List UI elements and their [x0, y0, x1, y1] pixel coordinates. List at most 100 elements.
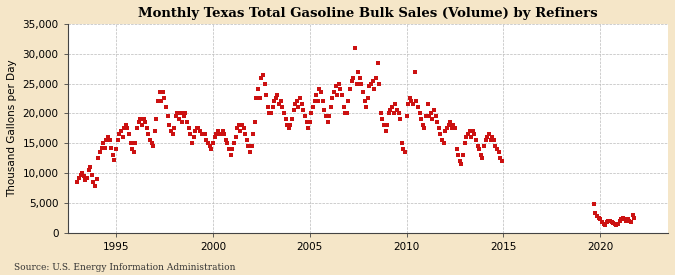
- Point: [467, 129, 478, 133]
- Point: [466, 135, 477, 139]
- Point: [196, 132, 207, 136]
- Point: [77, 171, 88, 175]
- Point: [627, 213, 638, 217]
- Point: [491, 147, 502, 151]
- Point: [72, 180, 83, 184]
- Point: [461, 135, 472, 139]
- Point: [340, 111, 350, 116]
- Point: [259, 81, 270, 86]
- Point: [477, 156, 488, 160]
- Point: [621, 218, 632, 223]
- Point: [490, 144, 501, 148]
- Point: [314, 87, 325, 92]
- Point: [75, 173, 86, 177]
- Point: [236, 123, 247, 127]
- Point: [148, 144, 159, 148]
- Point: [342, 111, 352, 116]
- Point: [456, 162, 467, 166]
- Point: [628, 215, 639, 220]
- Point: [190, 129, 200, 133]
- Point: [221, 138, 232, 142]
- Point: [217, 129, 228, 133]
- Point: [375, 111, 386, 116]
- Point: [400, 150, 410, 154]
- Point: [141, 126, 152, 130]
- Point: [136, 123, 147, 127]
- Point: [114, 132, 125, 136]
- Point: [309, 99, 320, 104]
- Point: [595, 217, 605, 222]
- Point: [301, 120, 312, 125]
- Point: [155, 90, 165, 95]
- Point: [388, 111, 399, 116]
- Point: [472, 144, 483, 148]
- Point: [303, 126, 314, 130]
- Point: [192, 126, 202, 130]
- Point: [202, 141, 213, 145]
- Point: [180, 111, 191, 116]
- Point: [430, 114, 441, 119]
- Point: [485, 138, 496, 142]
- Point: [90, 184, 101, 188]
- Point: [133, 120, 144, 125]
- Point: [377, 117, 387, 122]
- Point: [440, 129, 451, 133]
- Point: [597, 220, 608, 224]
- Point: [104, 137, 115, 142]
- Point: [106, 146, 117, 150]
- Point: [319, 108, 329, 112]
- Point: [269, 99, 279, 104]
- Point: [603, 218, 614, 223]
- Point: [296, 102, 307, 107]
- Point: [173, 117, 184, 122]
- Point: [599, 223, 610, 228]
- Point: [611, 223, 622, 228]
- Point: [250, 120, 261, 125]
- Point: [240, 132, 250, 136]
- Point: [433, 126, 444, 130]
- Point: [454, 159, 465, 163]
- Point: [88, 180, 99, 184]
- Point: [591, 214, 602, 218]
- Point: [285, 123, 296, 127]
- Point: [258, 72, 269, 77]
- Point: [188, 135, 199, 139]
- Point: [242, 138, 252, 142]
- Point: [495, 156, 506, 160]
- Point: [206, 147, 217, 151]
- Point: [96, 146, 107, 150]
- Point: [83, 168, 94, 172]
- Point: [248, 132, 259, 136]
- Point: [184, 126, 194, 130]
- Point: [261, 93, 271, 98]
- Y-axis label: Thousand Gallons per Day: Thousand Gallons per Day: [7, 59, 17, 197]
- Point: [199, 132, 210, 136]
- Point: [438, 141, 449, 145]
- Point: [443, 123, 454, 127]
- Point: [306, 111, 317, 116]
- Point: [371, 75, 381, 80]
- Point: [287, 117, 298, 122]
- Point: [387, 105, 398, 109]
- Point: [369, 87, 380, 92]
- Point: [422, 102, 433, 107]
- Point: [606, 220, 617, 224]
- Point: [82, 175, 92, 180]
- Point: [164, 123, 175, 127]
- Point: [117, 135, 128, 139]
- Point: [345, 87, 356, 92]
- Point: [362, 96, 373, 101]
- Point: [186, 141, 197, 145]
- Point: [169, 126, 180, 130]
- Point: [608, 221, 618, 225]
- Point: [445, 120, 456, 125]
- Point: [350, 46, 360, 50]
- Point: [304, 120, 315, 125]
- Point: [493, 150, 504, 154]
- Point: [122, 126, 133, 130]
- Point: [288, 108, 299, 112]
- Point: [487, 135, 497, 139]
- Point: [194, 129, 205, 133]
- Point: [618, 215, 628, 220]
- Point: [459, 141, 470, 145]
